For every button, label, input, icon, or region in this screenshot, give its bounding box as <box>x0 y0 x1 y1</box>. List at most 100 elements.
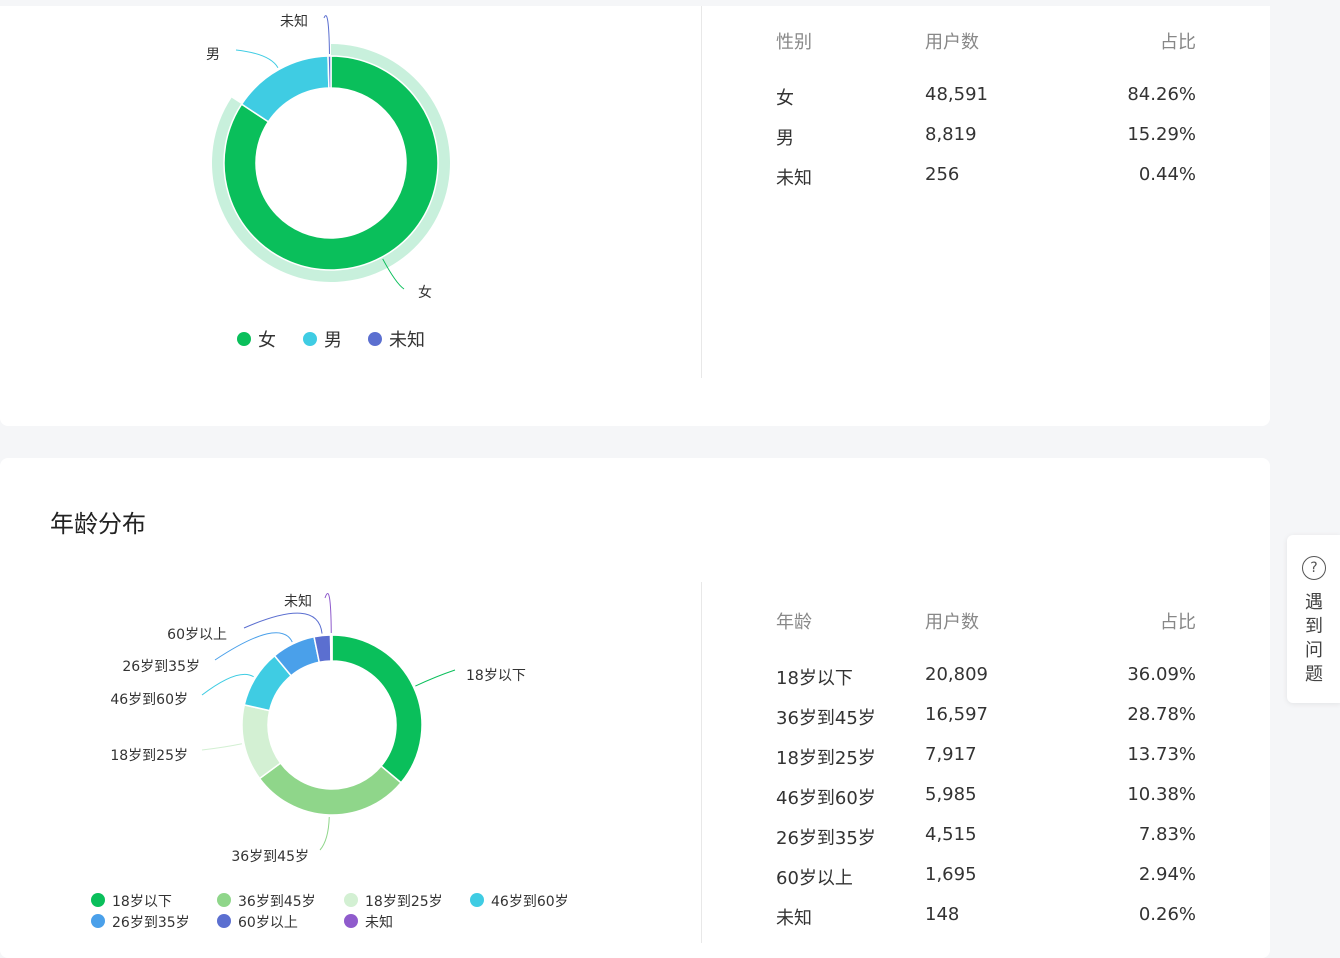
donut-slice-2[interactable] <box>241 703 282 780</box>
help-label: 遇到问题 <box>1305 592 1323 685</box>
gender-cell-c3: 15.29% <box>1127 124 1196 145</box>
label-leader-2 <box>323 15 330 55</box>
gender-cell-c2: 用户数 <box>925 32 979 53</box>
age-cell-c3: 占比 <box>1160 612 1196 633</box>
age-legend-label-1[interactable]: 36岁到45岁 <box>238 894 316 910</box>
slice-label-0: 18岁以下 <box>466 668 526 684</box>
gender-donut-chart: 女男未知女男未知 <box>206 13 450 351</box>
age-table-row: 未知 148 0.26% <box>776 904 1196 929</box>
gender-cell-c2: 8,819 <box>925 124 977 145</box>
question-circle-icon: ? <box>1302 556 1326 580</box>
donut-slice-2[interactable] <box>327 55 332 89</box>
label-leader-3 <box>201 673 254 696</box>
age-legend-marker-2 <box>344 893 358 907</box>
age-legend-label-3[interactable]: 46岁到60岁 <box>491 894 569 910</box>
age-legend-marker-3 <box>470 893 484 907</box>
age-legend-marker-0 <box>91 893 105 907</box>
age-table-row: 60岁以上 1,695 2.94% <box>776 864 1196 889</box>
age-legend-label-2[interactable]: 18岁到25岁 <box>365 894 443 910</box>
age-cell-c3: 13.73% <box>1127 744 1196 765</box>
label-leader-2 <box>201 743 243 751</box>
age-table-row: 36岁到45岁 16,597 28.78% <box>776 704 1196 729</box>
age-cell-c3: 0.26% <box>1138 904 1196 925</box>
slice-label-6: 未知 <box>284 593 312 610</box>
age-legend-marker-6 <box>344 914 358 928</box>
label-leader-5 <box>243 612 323 634</box>
gender-cell-c1: 男 <box>776 128 794 149</box>
age-legend-label-0[interactable]: 18岁以下 <box>112 894 172 910</box>
legend-marker-0 <box>237 332 251 346</box>
donut-slice-0[interactable] <box>223 55 439 271</box>
gender-cell-c3: 0.44% <box>1138 164 1196 185</box>
age-divider <box>701 582 702 943</box>
legend-label-0[interactable]: 女 <box>258 330 276 351</box>
donut-slice-6[interactable] <box>329 634 333 662</box>
help-button[interactable]: ? 遇到问题 <box>1287 535 1340 703</box>
gender-cell-c3: 84.26% <box>1127 84 1196 105</box>
age-cell-c2: 用户数 <box>925 612 979 633</box>
age-cell-c2: 5,985 <box>925 784 977 805</box>
age-cell-c3: 28.78% <box>1127 704 1196 725</box>
age-table-row: 18岁到25岁 7,917 13.73% <box>776 744 1196 769</box>
legend-marker-1 <box>303 332 317 346</box>
age-cell-c1: 18岁以下 <box>776 668 853 689</box>
age-cell-c2: 148 <box>925 904 960 925</box>
age-cell-c2: 7,917 <box>925 744 977 765</box>
age-legend-label-5[interactable]: 60岁以上 <box>238 915 298 931</box>
gender-header-row: 性别 用户数 占比 <box>776 28 1196 53</box>
label-leader-0 <box>382 258 405 290</box>
age-cell-c1: 18岁到25岁 <box>776 748 876 769</box>
legend-label-1[interactable]: 男 <box>324 330 342 351</box>
age-cell-c3: 2.94% <box>1138 864 1196 885</box>
donut-slice-1[interactable] <box>240 55 330 123</box>
slice-label-5: 60岁以上 <box>167 627 227 643</box>
legend-marker-2 <box>368 332 382 346</box>
age-section-title: 年龄分布 <box>50 510 146 538</box>
donut-slice-0[interactable] <box>331 634 423 784</box>
age-cell-c1: 46岁到60岁 <box>776 788 876 809</box>
label-leader-1 <box>319 816 330 851</box>
age-table-row: 26岁到35岁 4,515 7.83% <box>776 824 1196 849</box>
age-cell-c1: 60岁以上 <box>776 868 853 889</box>
legend-label-2[interactable]: 未知 <box>389 330 425 351</box>
age-cell-c3: 36.09% <box>1127 664 1196 685</box>
donut-slice-1[interactable] <box>258 762 403 816</box>
age-cell-c1: 26岁到35岁 <box>776 828 876 849</box>
age-legend-marker-4 <box>91 914 105 928</box>
gender-table-row: 女 48,591 84.26% <box>776 84 1196 109</box>
age-cell-c2: 20,809 <box>925 664 988 685</box>
gender-cell-c1: 性别 <box>776 32 812 53</box>
age-cell-c2: 1,695 <box>925 864 977 885</box>
age-table-row: 46岁到60岁 5,985 10.38% <box>776 784 1196 809</box>
age-header-row: 年龄 用户数 占比 <box>776 608 1196 633</box>
gender-table-row: 男 8,819 15.29% <box>776 124 1196 149</box>
label-leader-4 <box>214 632 293 661</box>
age-cell-c1: 年龄 <box>776 612 812 633</box>
slice-label-4: 26岁到35岁 <box>122 659 200 675</box>
slice-label-3: 46岁到60岁 <box>110 692 188 708</box>
age-legend-label-6[interactable]: 未知 <box>365 914 393 931</box>
age-cell-c3: 10.38% <box>1127 784 1196 805</box>
slice-label-1: 男 <box>206 47 220 63</box>
age-card: 年龄分布 18岁以下 36岁到45岁 18岁到25岁 46岁到60岁 26岁到35岁 60… <box>0 458 1270 958</box>
age-donut-chart: 18岁以下36岁到45岁18岁到25岁46岁到60岁26岁到35岁60岁以上未知… <box>91 592 569 931</box>
gender-cell-c1: 女 <box>776 88 794 109</box>
age-cell-c2: 4,515 <box>925 824 977 845</box>
slice-label-1: 36岁到45岁 <box>231 849 309 865</box>
gender-cell-c1: 未知 <box>776 168 812 189</box>
slice-label-2: 未知 <box>280 13 308 30</box>
gender-table: 性别 用户数 占比女 48,591 84.26% 男 8,819 15.29% 未知 256 0.4… <box>776 28 1196 208</box>
slice-label-0: 女 <box>418 284 432 301</box>
age-cell-c1: 36岁到45岁 <box>776 708 876 729</box>
label-leader-1 <box>235 49 279 69</box>
age-cell-c1: 未知 <box>776 908 812 929</box>
age-legend-label-4[interactable]: 26岁到35岁 <box>112 915 190 931</box>
age-cell-c3: 7.83% <box>1138 824 1196 845</box>
gender-cell-c3: 占比 <box>1160 32 1196 53</box>
age-legend-marker-1 <box>217 893 231 907</box>
label-leader-0 <box>415 669 456 687</box>
gender-table-row: 未知 256 0.44% <box>776 164 1196 189</box>
gender-divider <box>701 6 702 378</box>
gender-card: 女男未知女男未知 性别 用户数 占比女 48,591 84.26% 男 8,819 15.29… <box>0 6 1270 426</box>
age-cell-c2: 16,597 <box>925 704 988 725</box>
